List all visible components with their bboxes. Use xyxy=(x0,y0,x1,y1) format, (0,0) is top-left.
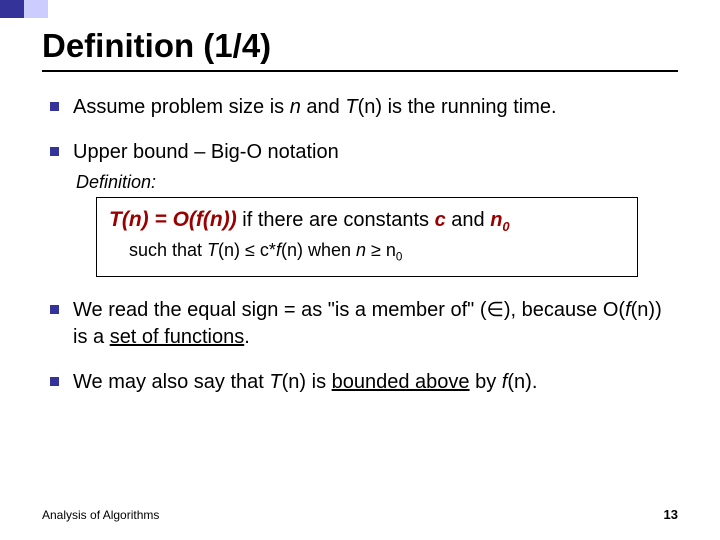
bullet-icon xyxy=(50,305,59,314)
bullet-1: Assume problem size is n and T(n) is the… xyxy=(42,94,678,121)
definition-label: Definition: xyxy=(76,172,678,193)
bullet-4-text: We may also say that T(n) is bounded abo… xyxy=(73,369,537,396)
bullet-icon xyxy=(50,147,59,156)
slide-title: Definition (1/4) xyxy=(42,28,678,72)
bullet-2-text: Upper bound – Big-O notation xyxy=(73,139,339,166)
accent-bar xyxy=(0,0,48,18)
bullet-3-text: We read the equal sign = as "is a member… xyxy=(73,297,678,351)
bullet-2: Upper bound – Big-O notation xyxy=(42,139,678,166)
bullet-icon xyxy=(50,102,59,111)
bullet-3: We read the equal sign = as "is a member… xyxy=(42,297,678,351)
bullet-4: We may also say that T(n) is bounded abo… xyxy=(42,369,678,396)
slide-content: Definition (1/4) Assume problem size is … xyxy=(0,0,720,396)
bullet-icon xyxy=(50,377,59,386)
page-number: 13 xyxy=(664,507,678,522)
footer: Analysis of Algorithms 13 xyxy=(42,507,678,522)
accent-dark xyxy=(0,0,24,18)
accent-light xyxy=(24,0,48,18)
definition-line-1: T(n) = O(f(n)) if there are constants c … xyxy=(109,206,625,236)
footer-text: Analysis of Algorithms xyxy=(42,508,159,522)
definition-line-2: such that T(n) ≤ c*f(n) when n ≥ n0 xyxy=(129,238,625,266)
bullet-1-text: Assume problem size is n and T(n) is the… xyxy=(73,94,557,121)
definition-box: T(n) = O(f(n)) if there are constants c … xyxy=(96,197,638,277)
